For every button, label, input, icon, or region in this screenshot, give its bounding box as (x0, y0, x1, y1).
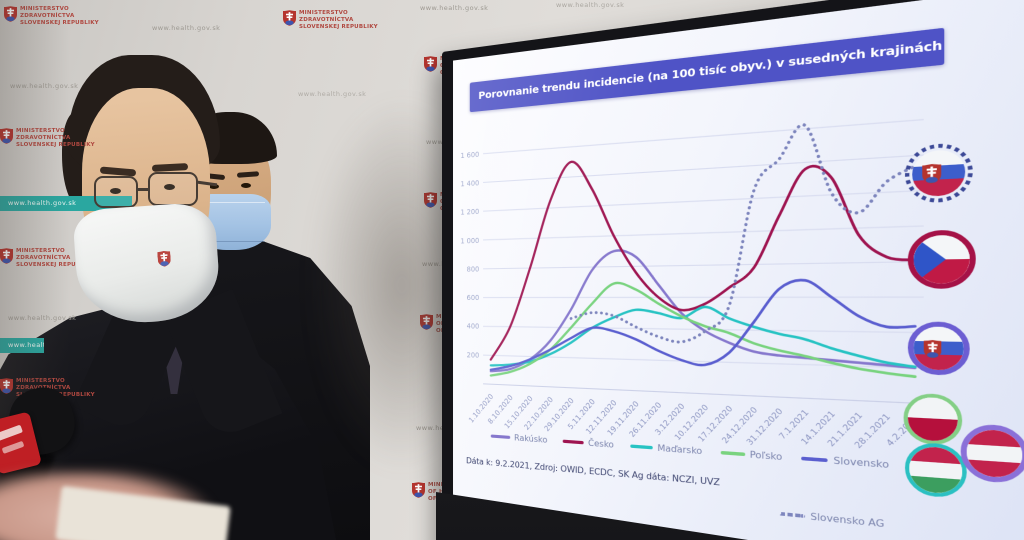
slovak-emblem-icon (4, 6, 17, 22)
slovak-emblem-icon (0, 128, 13, 144)
svg-text:1 400: 1 400 (460, 179, 479, 189)
glasses-icon (148, 172, 198, 206)
slovak-emblem-icon (424, 56, 437, 72)
ministry-text-line: SLOVENSKEJ REPUBLIKY (20, 20, 99, 27)
svg-text:1 200: 1 200 (460, 208, 479, 217)
flag-czechia-icon (907, 229, 976, 289)
svg-text:200: 200 (467, 351, 480, 360)
slovak-emblem-icon (283, 10, 296, 26)
slovak-emblem-icon (0, 248, 13, 264)
microphone (0, 378, 232, 540)
eye (241, 183, 251, 188)
slovak-emblem-icon (412, 482, 425, 498)
eye (164, 184, 175, 190)
svg-text:1 000: 1 000 (460, 236, 479, 245)
legend-swatch (562, 439, 584, 445)
backdrop-teal-strip: www.health.gov.sk (0, 338, 44, 353)
svg-text:600: 600 (467, 294, 480, 302)
glasses-bridge (138, 188, 149, 191)
legend-swatch (630, 444, 653, 450)
svg-text:1 600: 1 600 (460, 150, 479, 160)
glasses-icon (94, 176, 138, 208)
backdrop-url-text: www.health.gov.sk (152, 24, 221, 32)
backdrop-url-text: www.health.gov.sk (298, 90, 367, 98)
backdrop-url-text: www.health.gov.sk (556, 1, 625, 9)
legend-swatch (779, 511, 806, 518)
backdrop-url-text: www.health.gov.sk (420, 4, 489, 12)
svg-text:800: 800 (467, 265, 480, 274)
slovak-emblem-icon (420, 314, 433, 330)
ministry-text-line: MINISTERSTVO (20, 6, 69, 12)
legend-swatch (490, 434, 511, 439)
backdrop-url-text: www.health.gov.sk (8, 314, 77, 322)
backdrop-url-text: www.health.gov.sk (10, 82, 79, 90)
eye (110, 188, 121, 194)
slovak-emblem-icon (424, 192, 437, 208)
eye (209, 184, 219, 189)
svg-text:400: 400 (467, 322, 480, 331)
legend-swatch (801, 456, 829, 463)
ministry-text-line: ZDRAVOTNÍCTVA (20, 13, 75, 20)
mask-emblem-icon (158, 251, 172, 268)
presentation-tv: Porovnanie trendu incidencie (na 100 tis… (442, 0, 1024, 540)
legend-swatch (720, 450, 745, 457)
tv-screen: Porovnanie trendu incidencie (na 100 tis… (453, 0, 1024, 540)
